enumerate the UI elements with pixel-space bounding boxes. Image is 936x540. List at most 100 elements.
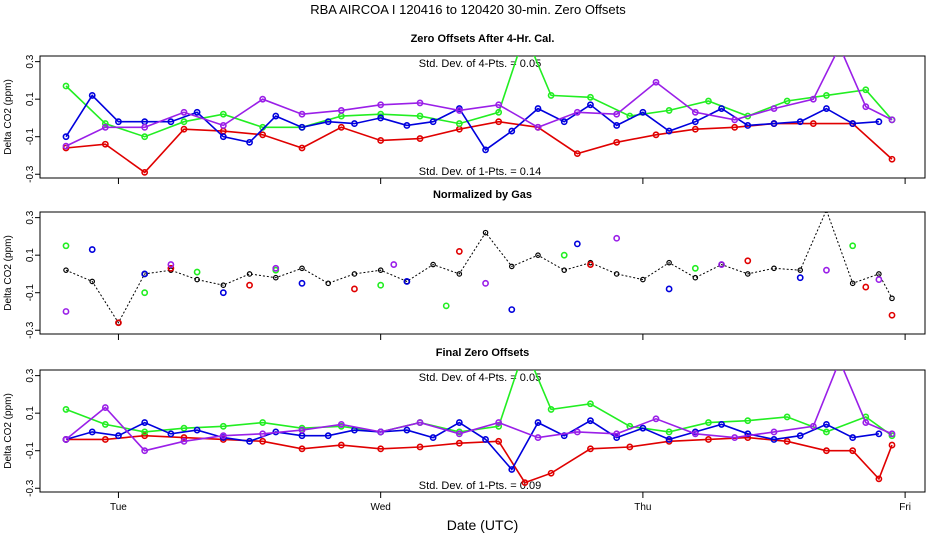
data-point-red (455, 439, 463, 447)
plot-frame-3 (39, 369, 926, 493)
data-point-purple (837, 358, 842, 363)
data-point-red (587, 445, 594, 453)
series-line-purple (65, 56, 893, 147)
data-point-purple (455, 107, 463, 114)
data-point-blue (796, 118, 804, 126)
data-point-green (547, 92, 555, 99)
data-point-blue (219, 289, 227, 297)
data-point-purple (377, 101, 385, 109)
data-point-purple (416, 99, 424, 107)
data-point-red (809, 120, 817, 127)
data-point-red (455, 248, 463, 255)
data-point-purple (731, 434, 739, 441)
data-point-red (259, 131, 267, 139)
data-point-blue (141, 270, 149, 278)
data-point-blue (849, 434, 857, 441)
data-point-black (613, 271, 620, 277)
data-point-purple (390, 261, 398, 268)
data-point-red (337, 123, 345, 131)
data-point-red (875, 475, 883, 483)
data-point-green (455, 120, 463, 127)
y-tick-label: 0.3 (25, 368, 36, 382)
y-tick-label: -0.3 (25, 321, 36, 339)
data-point-blue (744, 122, 752, 129)
data-point-purple (495, 101, 503, 109)
data-point-red (613, 138, 621, 146)
data-point-purple (837, 44, 842, 49)
data-point-black (666, 259, 672, 266)
data-point-blue (587, 101, 594, 109)
data-point-black (246, 271, 253, 277)
data-point-red (783, 437, 791, 445)
data-point-blue (351, 120, 358, 127)
data-point-purple (888, 116, 896, 124)
data-point-green (62, 406, 70, 413)
data-point-red (141, 168, 149, 176)
data-point-purple (219, 122, 227, 129)
data-point-blue (429, 118, 437, 126)
data-point-purple (455, 430, 463, 438)
data-point-red (377, 445, 385, 453)
data-point-purple (613, 110, 621, 118)
data-point-green (705, 97, 712, 105)
data-point-purple (101, 123, 109, 131)
y-tick-label: -0.3 (25, 165, 36, 183)
data-point-blue (639, 108, 647, 116)
plot-frame-2 (39, 211, 926, 335)
data-point-blue (770, 120, 778, 127)
data-point-blue (115, 432, 122, 440)
data-point-purple (823, 266, 830, 274)
data-point-green (495, 422, 503, 430)
data-point-purple (62, 142, 70, 150)
y-axis-label: Delta CO2 (ppm) (3, 235, 14, 311)
data-point-red (115, 319, 122, 327)
data-point-black (377, 267, 384, 273)
data-point-blue (246, 138, 253, 146)
data-point-black (744, 271, 751, 277)
data-point-purple (337, 421, 345, 428)
data-point-purple (809, 422, 817, 430)
data-point-green (665, 107, 673, 114)
data-point-green (101, 120, 109, 127)
data-point-blue (613, 434, 621, 441)
data-point-blue (115, 118, 122, 126)
data-point-green (377, 281, 385, 289)
data-point-blue (377, 114, 385, 122)
data-point-purple (298, 426, 306, 434)
data-point-red (849, 447, 857, 455)
data-point-green (141, 289, 149, 297)
data-point-purple (141, 447, 149, 455)
data-point-blue (324, 432, 332, 440)
series-line-purple (65, 370, 893, 452)
data-point-blue (508, 466, 516, 473)
data-point-purple (652, 415, 660, 423)
data-point-blue (62, 133, 70, 141)
data-point-red (888, 155, 896, 163)
data-point-green (849, 242, 857, 250)
data-point-black (561, 267, 568, 273)
data-point-purple (167, 261, 175, 268)
data-point-green (705, 419, 712, 426)
data-point-blue (324, 118, 332, 126)
data-point-blue (272, 112, 280, 120)
data-point-blue (796, 274, 804, 282)
data-point-green (219, 110, 227, 118)
data-point-blue (298, 123, 306, 131)
data-point-red (744, 257, 752, 265)
y-tick-label: 0.1 (25, 248, 36, 262)
data-point-purple (259, 95, 267, 103)
data-point-purple (888, 430, 896, 438)
data-point-black (508, 263, 515, 270)
data-point-green (416, 112, 424, 120)
y-tick-label: -0.1 (25, 284, 36, 302)
data-point-purple (691, 108, 699, 116)
data-point-blue (534, 105, 542, 112)
panel-title-1: Zero Offsets After 4-Hr. Cal. (411, 33, 555, 45)
y-axis-label: Delta CO2 (ppm) (3, 393, 14, 469)
data-point-black (889, 295, 895, 302)
data-point-black (771, 265, 777, 272)
data-point-black (849, 280, 856, 287)
data-point-purple (691, 430, 699, 438)
main-title: RBA AIRCOA I 120416 to 120420 30-min. Ze… (310, 2, 626, 17)
data-point-blue (167, 118, 175, 126)
